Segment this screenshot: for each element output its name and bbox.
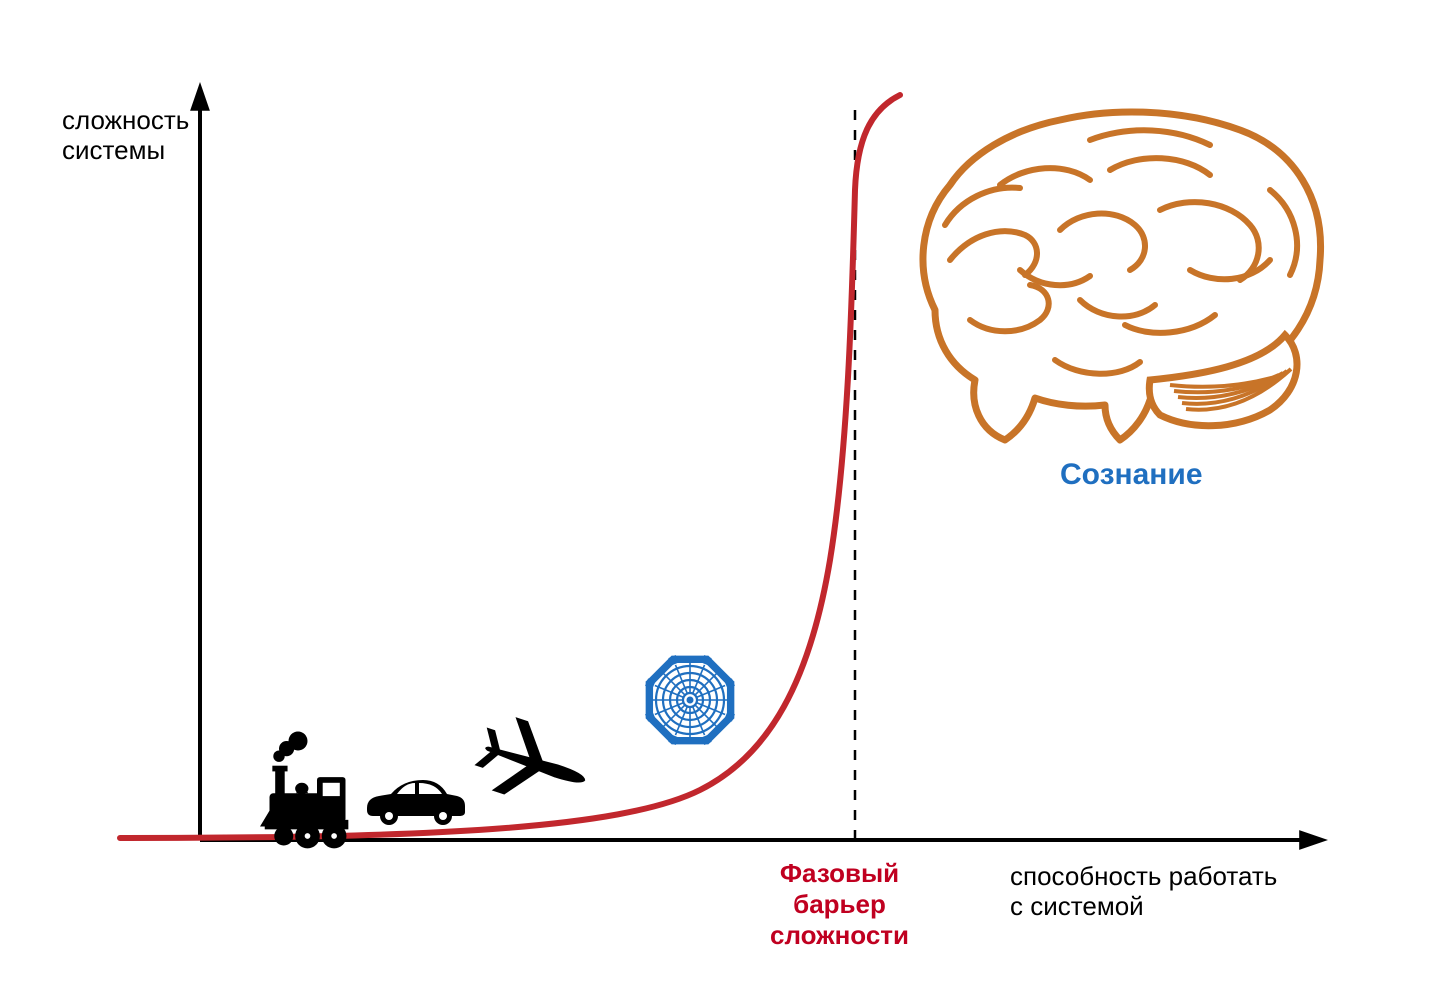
diagram-root: сложностьсистемы способность работатьс с… <box>0 0 1441 1000</box>
x-axis-arrow <box>1299 830 1328 850</box>
collider-icon <box>645 655 735 745</box>
plane-icon <box>469 710 597 817</box>
phase-barrier-label: Фазовыйбарьерсложности <box>770 858 909 951</box>
y-axis-label: сложностьсистемы <box>62 106 189 166</box>
brain-icon <box>923 112 1321 440</box>
consciousness-label: Сознание <box>1060 458 1203 492</box>
y-axis-arrow <box>190 82 210 111</box>
x-axis-label: способность работатьс системой <box>1010 862 1277 922</box>
complexity-curve <box>120 95 900 838</box>
car-icon <box>367 780 465 825</box>
plot-svg <box>0 0 1441 1000</box>
train-icon <box>260 732 348 849</box>
